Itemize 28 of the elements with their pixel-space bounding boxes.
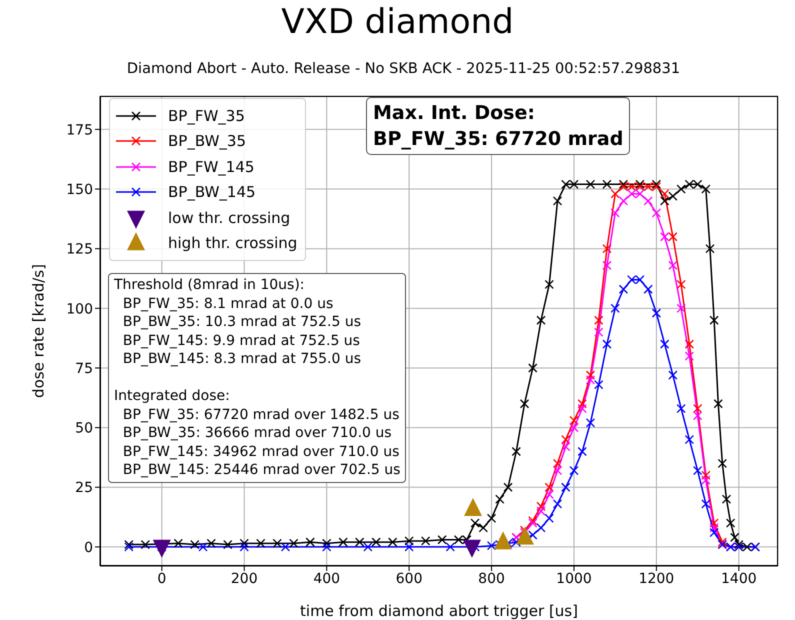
legend-label: low thr. crossing — [168, 208, 290, 227]
x-tick-label: 800 — [478, 570, 505, 587]
annotation: Max. Int. Dose: BP_FW_35: 67720 mrad — [366, 97, 630, 155]
x-tick-label: 200 — [230, 570, 258, 587]
y-tick-label: 175 — [66, 122, 93, 138]
y-tick-label: 125 — [66, 242, 93, 258]
y-tick-label: 75 — [75, 360, 93, 377]
y-tick-label: 25 — [75, 480, 93, 496]
text: Threshold (8mrad in 10us): BP_FW_35: 8.1 mrad at 0.0 us BP_BW_35: 10.3 mrad at 752.5 us BP_FW_145: 9.9 mrad at 752.5 us BP_BW_145: 8.3 mrad at 755.0 us Integrated dose: BP_FW_35: 67720 mrad over 1482.5 us BP_BW_35: 36666 mrad over 710.0 us BP_FW_145: 34962 mrad over 710.0 us BP_BW_145: 25446 mrad over 702.5 us — [114, 277, 400, 478]
x-tick-label: 600 — [396, 570, 422, 587]
x-tick-label: 0 — [157, 570, 166, 587]
x-axis-title: time from diamond abort trigger [us] — [300, 602, 578, 620]
legend-label: BP_BW_145 — [168, 183, 256, 202]
y-tick-label: 0 — [84, 540, 93, 556]
chart-subtitle: Diamond Abort - Auto. Release - No SKB ACK - 2025-11-25 00:52:57.298831 — [126, 61, 682, 77]
x-tick-label: 1200 — [638, 570, 674, 587]
x-tick-label: 1000 — [556, 570, 592, 587]
legend-label: BP_BW_35 — [168, 132, 246, 150]
y-tick-label: 100 — [66, 301, 93, 318]
legend-label: BP_FW_35 — [168, 106, 245, 125]
legend-label: BP_FW_145 — [168, 158, 254, 176]
x-tick-label: 400 — [313, 570, 340, 587]
chart-title: VXD diamond — [280, 2, 515, 42]
legend-label: high thr. crossing — [168, 234, 298, 252]
y-tick-label: 150 — [66, 182, 93, 198]
y-tick-label: 50 — [75, 420, 93, 437]
y-axis-title: dose rate [krad/s] — [29, 264, 48, 398]
x-tick-label: 1400 — [721, 570, 757, 587]
